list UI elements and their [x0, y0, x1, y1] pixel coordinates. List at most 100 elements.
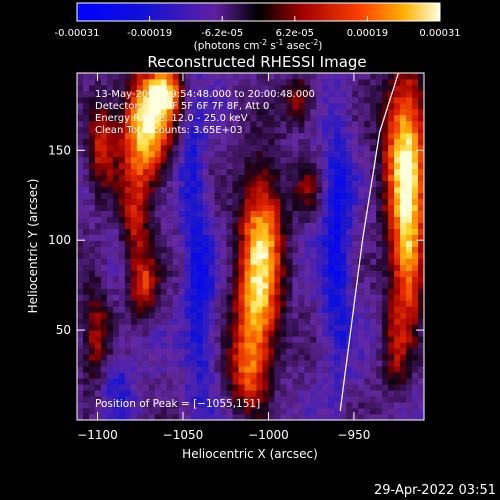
heatmap-cell — [322, 78, 329, 86]
heatmap-cell — [196, 96, 204, 104]
heatmap-cell — [130, 150, 138, 158]
heatmap-cell — [166, 222, 174, 229]
heatmap-cell — [268, 114, 275, 122]
heatmap-cell — [310, 204, 317, 211]
heatmap-cell — [190, 144, 198, 152]
heatmap-cell — [172, 312, 180, 319]
heatmap-cell — [77, 372, 84, 379]
heatmap-cell — [376, 192, 383, 200]
heatmap-cell — [250, 114, 257, 122]
heatmap-cell — [77, 246, 84, 253]
heatmap-cell — [106, 138, 114, 146]
heatmap-cell — [292, 162, 299, 170]
heatmap-cell — [184, 73, 192, 80]
heatmap-cell — [412, 402, 419, 409]
heatmap-cell — [184, 318, 192, 325]
heatmap-cell — [82, 360, 90, 367]
heatmap-cell — [166, 264, 174, 271]
heatmap-cell — [166, 396, 174, 403]
heatmap-cell — [238, 258, 245, 265]
heatmap-cell — [220, 318, 227, 325]
heatmap-cell — [274, 252, 281, 259]
heatmap-cell — [274, 396, 281, 403]
heatmap-cell — [280, 300, 287, 307]
heatmap-cell — [106, 372, 114, 379]
heatmap-cell — [196, 258, 204, 265]
heatmap-cell — [142, 264, 150, 271]
heatmap-cell — [214, 186, 221, 194]
heatmap-cell — [292, 216, 299, 223]
heatmap-cell — [364, 102, 371, 110]
heatmap-cell — [280, 306, 287, 313]
y-tick-label: 100 — [48, 233, 71, 247]
heatmap-cell — [232, 150, 239, 158]
heatmap-cell — [112, 306, 120, 313]
heatmap-cell — [172, 78, 180, 86]
heatmap-cell — [190, 216, 198, 223]
heatmap-cell — [364, 312, 371, 319]
heatmap-cell — [376, 114, 383, 122]
heatmap-cell — [238, 378, 245, 385]
heatmap-cell — [352, 342, 359, 349]
heatmap-cell — [184, 252, 192, 259]
heatmap-cell — [364, 186, 371, 194]
heatmap-cell — [286, 150, 293, 158]
heatmap-cell — [256, 240, 263, 247]
heatmap-cell — [142, 102, 150, 110]
heatmap-cell — [160, 73, 168, 80]
heatmap-cell — [154, 186, 162, 194]
heatmap-cell — [256, 372, 263, 379]
heatmap-cell — [256, 264, 263, 271]
heatmap-cell — [214, 90, 221, 98]
heatmap-cell — [256, 342, 263, 349]
heatmap-cell — [352, 252, 359, 259]
heatmap-cell — [364, 408, 371, 415]
heatmap-cell — [130, 138, 138, 146]
heatmap-cell — [406, 108, 413, 116]
heatmap-cell — [142, 174, 150, 182]
heatmap-cell — [148, 402, 156, 409]
heatmap-cell — [112, 294, 120, 301]
heatmap-cell — [244, 96, 251, 104]
heatmap-cell — [196, 354, 204, 361]
heatmap-cell — [418, 198, 424, 206]
heatmap-cell — [256, 360, 263, 367]
heatmap-cell — [250, 384, 257, 391]
heatmap-cell — [238, 138, 245, 146]
heatmap-cell — [310, 342, 317, 349]
heatmap-cell — [172, 324, 180, 331]
heatmap-cell — [160, 252, 168, 259]
heatmap-cell — [142, 210, 150, 217]
heatmap-cell — [220, 234, 227, 241]
heatmap-cell — [220, 396, 227, 403]
heatmap-cell — [88, 402, 96, 409]
heatmap-cell — [280, 78, 287, 86]
heatmap-cell — [268, 408, 275, 415]
heatmap-cell — [94, 252, 102, 259]
heatmap-cell — [244, 78, 251, 86]
heatmap-cell — [148, 234, 156, 241]
heatmap-cell — [94, 180, 102, 188]
heatmap-cell — [124, 168, 132, 176]
heatmap-cell — [406, 354, 413, 361]
heatmap-cell — [202, 78, 210, 86]
heatmap-cell — [130, 102, 138, 110]
heatmap-cell — [262, 108, 269, 116]
heatmap-cell — [418, 276, 424, 283]
heatmap-cell — [286, 90, 293, 98]
heatmap-cell — [370, 246, 377, 253]
heatmap-cell — [166, 78, 174, 86]
heatmap-cell — [346, 372, 353, 379]
heatmap-cell — [220, 192, 227, 200]
heatmap-cell — [268, 192, 275, 200]
heatmap-cell — [304, 216, 311, 223]
heatmap-cell — [256, 324, 263, 331]
heatmap-cell — [160, 408, 168, 415]
heatmap-cell — [196, 144, 204, 152]
heatmap-cell — [250, 234, 257, 241]
heatmap-cell — [388, 378, 395, 385]
heatmap-cell — [364, 318, 371, 325]
heatmap-cell — [244, 318, 251, 325]
heatmap-cell — [178, 114, 186, 122]
heatmap-cell — [94, 162, 102, 170]
